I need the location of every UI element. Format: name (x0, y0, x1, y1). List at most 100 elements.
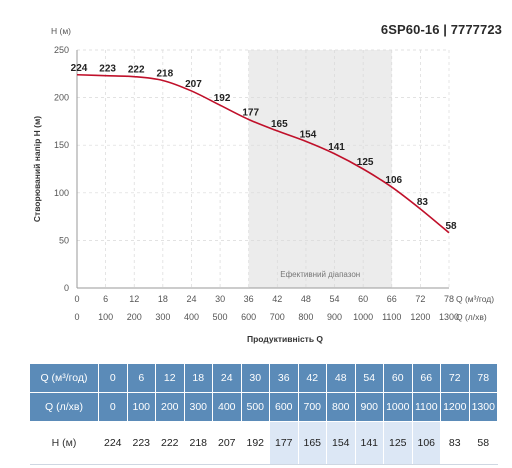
x-tick-label-m3h: 48 (301, 294, 311, 304)
table-cell-q-m3h: 18 (184, 364, 213, 393)
table-cell-q-m3h: 6 (127, 364, 156, 393)
data-label: 154 (300, 129, 317, 140)
x-tick-label-m3h: 36 (244, 294, 254, 304)
table-cell-q-m3h: 30 (241, 364, 270, 393)
table-cell-q-m3h: 24 (212, 364, 242, 393)
pump-performance-chart: Ефективний діапазон 0 50 100 150 200 250 0 6 12 1… (32, 26, 494, 344)
performance-table: Q (м³/год) 0 6 12 18 24 30 36 42 48 54 60 66 72 78 Q … (30, 364, 498, 465)
y-axis-unit-label: H (м) (51, 26, 71, 36)
table-cell-q-lmin: 400 (212, 392, 242, 422)
x-tick-label-lmin: 900 (327, 312, 342, 322)
x-tick-label-lmin: 500 (213, 312, 228, 322)
x-tick-label-m3h: 78 (444, 294, 454, 304)
data-label: 218 (157, 68, 174, 79)
table-cell-q-m3h: 54 (355, 364, 384, 393)
x-tick-label-lmin: 800 (298, 312, 313, 322)
table-cell-head: 177 (269, 421, 299, 465)
table-cell-q-lmin: 500 (241, 392, 270, 422)
x-tick-label-lmin: 1300 (439, 312, 459, 322)
data-label: 58 (445, 221, 457, 232)
data-label: 177 (242, 107, 259, 118)
table-cell-q-lmin: 900 (355, 392, 384, 422)
table-cell-q-lmin: 1000 (383, 392, 413, 422)
table-row-q-m3h: Q (м³/год) 0 6 12 18 24 30 36 42 48 54 60 66 72 78 (30, 364, 498, 393)
table-cell-q-m3h: 78 (469, 364, 498, 393)
y-tick-label: 200 (54, 93, 69, 103)
x-tick-label-m3h: 72 (415, 294, 425, 304)
x-tick-label-lmin: 1100 (382, 312, 401, 322)
table-cell-q-lmin: 600 (269, 392, 299, 422)
table-cell-head: 154 (326, 421, 356, 465)
chart-grid (77, 49, 450, 288)
x-tick-label-m3h: 54 (330, 294, 340, 304)
efficient-range-band (248, 50, 392, 288)
data-label: 141 (328, 142, 345, 153)
x-tick-label-m3h: 42 (272, 294, 282, 304)
table-row-head: H (м) 224 223 222 218 207 192 177 165 154 141 125 1… (30, 421, 498, 465)
x-tick-label-lmin: 1000 (353, 312, 373, 322)
x-tick-label-m3h: 60 (358, 294, 368, 304)
x-tick-label-lmin: 600 (241, 312, 256, 322)
table-cell-q-m3h: 60 (383, 364, 413, 393)
table-cell-head: 224 (98, 421, 128, 465)
table-cell-q-m3h: 0 (98, 364, 128, 393)
x-tick-label-lmin: 200 (127, 312, 142, 322)
x-tick-label-m3h: 18 (158, 294, 168, 304)
chart-axes (76, 50, 449, 289)
x-tick-label-lmin: 0 (74, 312, 79, 322)
table-cell-q-lmin: 300 (184, 392, 213, 422)
data-label: 83 (417, 197, 429, 208)
table-cell-head: 223 (127, 421, 156, 465)
table-cell-head: 58 (469, 421, 498, 465)
table-cell-q-lmin: 1300 (469, 392, 498, 422)
table-cell-head: 141 (355, 421, 384, 465)
table-cell-q-lmin: 1200 (440, 392, 470, 422)
data-labels: 224 223 222 218 207 192 177 165 154 141 125 106 83 58 (71, 63, 457, 232)
table-cell-head: 218 (184, 421, 213, 465)
table-cell-head: 106 (412, 421, 441, 465)
x-tick-label-lmin: 400 (184, 312, 199, 322)
efficient-range-label: Ефективний діапазон (280, 270, 360, 279)
table-cell-head: 165 (298, 421, 327, 465)
table-cell-q-m3h: 72 (440, 364, 470, 393)
x-tick-label-m3h: 66 (387, 294, 397, 304)
y-tick-label: 0 (64, 283, 69, 293)
data-label: 223 (99, 64, 116, 75)
axis-ticks: 0 50 100 150 200 250 0 6 12 18 24 30 36 42 48 54 60 66 72 7… (54, 45, 459, 322)
y-tick-label: 100 (54, 188, 69, 198)
y-tick-label: 250 (54, 45, 69, 55)
table-cell-q-lmin: 700 (298, 392, 327, 422)
data-label: 224 (71, 63, 88, 74)
x-axis-title: Продуктивність Q (247, 334, 323, 344)
x-tick-label-m3h: 24 (186, 294, 196, 304)
head-curve-line (76, 73, 450, 234)
data-label: 106 (385, 175, 402, 186)
table-cell-q-m3h: 48 (326, 364, 356, 393)
table-row-label: Q (л/хв) (30, 392, 99, 422)
x-axis-unit-secondary: Q (л/хв) (456, 312, 487, 322)
table-cell-q-lmin: 1100 (412, 392, 441, 422)
x-tick-label-lmin: 700 (270, 312, 285, 322)
table-row-label: H (м) (30, 421, 99, 465)
table-cell-head: 125 (383, 421, 413, 465)
x-axis-unit-primary: Q (м³/год) (456, 294, 494, 304)
table-cell-head: 207 (212, 421, 242, 465)
x-tick-label-m3h: 12 (129, 294, 139, 304)
table-cell-q-lmin: 800 (326, 392, 356, 422)
table-cell-q-lmin: 100 (127, 392, 156, 422)
table-row-label: Q (м³/год) (30, 364, 99, 393)
data-label: 222 (128, 65, 145, 76)
data-label: 192 (214, 93, 231, 104)
pump-model-title: 6SP60-16 | 7777723 (380, 22, 502, 37)
table-cell-head: 222 (155, 421, 185, 465)
x-tick-label-lmin: 100 (98, 312, 113, 322)
y-tick-label: 50 (59, 235, 69, 245)
x-tick-label-lmin: 300 (155, 312, 170, 322)
y-axis-title: Створюваний напір Н (м) (32, 116, 42, 222)
table-cell-q-m3h: 42 (298, 364, 327, 393)
data-label: 207 (185, 79, 202, 90)
data-label: 125 (357, 157, 374, 168)
x-tick-label-m3h: 0 (74, 294, 79, 304)
x-tick-label-lmin: 1200 (410, 312, 430, 322)
x-tick-label-m3h: 6 (103, 294, 108, 304)
